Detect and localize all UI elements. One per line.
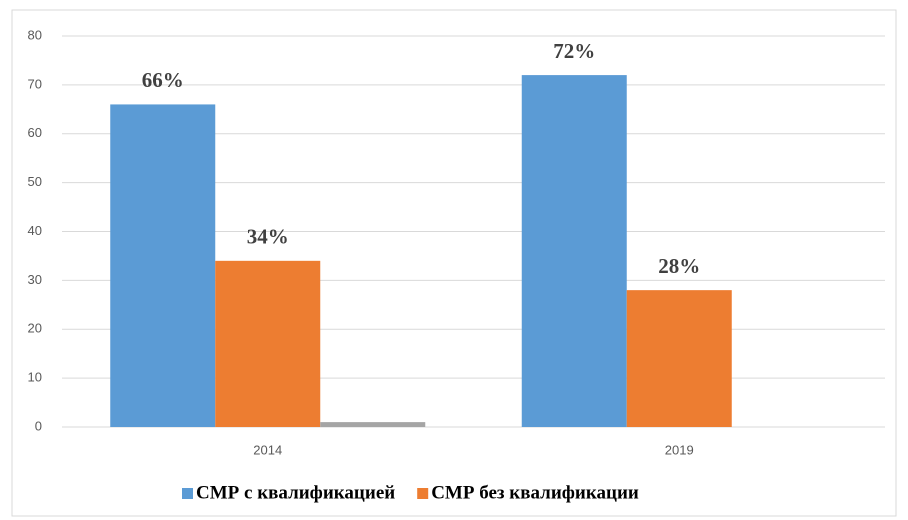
y-tick-label: 80 [28, 27, 42, 42]
data-label: 66% [142, 68, 184, 92]
y-tick-label: 50 [28, 174, 42, 189]
data-label: 34% [247, 225, 289, 249]
y-tick-label: 40 [28, 223, 42, 238]
x-tick-label: 2019 [665, 442, 694, 457]
y-tick-label: 30 [28, 272, 42, 287]
data-label: 28% [658, 254, 700, 278]
bar [521, 75, 627, 427]
legend-label: СМР без квалификации [431, 482, 639, 503]
legend-label: СМР с квалификацией [196, 482, 395, 503]
x-tick-label: 2014 [253, 442, 282, 457]
y-tick-label: 10 [28, 370, 42, 385]
legend-swatch [417, 488, 429, 499]
y-tick-label: 0 [35, 418, 42, 433]
bar [626, 290, 732, 427]
bar [215, 260, 321, 427]
y-tick-label: 20 [28, 321, 42, 336]
y-tick-label: 60 [28, 125, 42, 140]
y-tick-label: 70 [28, 76, 42, 91]
bar [110, 104, 216, 428]
legend-swatch [182, 488, 193, 499]
bar [320, 422, 426, 427]
data-label: 72% [553, 39, 595, 63]
